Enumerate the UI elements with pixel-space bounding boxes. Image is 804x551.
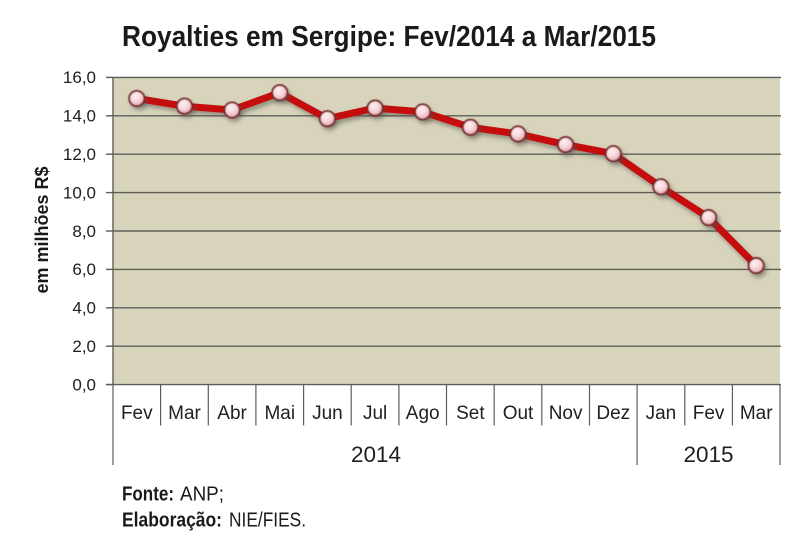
svg-text:NIE/FIES.: NIE/FIES. <box>229 510 306 532</box>
svg-text:0,0: 0,0 <box>72 375 96 394</box>
svg-text:Jan: Jan <box>646 403 677 424</box>
svg-text:Ago: Ago <box>406 403 440 424</box>
svg-text:2015: 2015 <box>683 442 733 467</box>
svg-text:14,0: 14,0 <box>63 107 96 126</box>
svg-text:Dez: Dez <box>596 403 630 424</box>
svg-text:Elaboração:: Elaboração: <box>122 510 222 532</box>
svg-text:em milhões R$: em milhões R$ <box>32 166 52 293</box>
svg-text:Fev: Fev <box>693 403 725 424</box>
svg-text:Mar: Mar <box>168 403 201 424</box>
svg-text:Jul: Jul <box>363 403 387 424</box>
svg-text:2014: 2014 <box>351 442 401 467</box>
svg-text:Jun: Jun <box>312 403 343 424</box>
svg-text:Mar: Mar <box>740 403 773 424</box>
svg-text:Set: Set <box>456 403 485 424</box>
svg-text:Mai: Mai <box>264 403 295 424</box>
svg-text:2,0: 2,0 <box>72 337 96 356</box>
svg-text:4,0: 4,0 <box>72 299 96 318</box>
svg-text:ANP;: ANP; <box>180 484 224 506</box>
svg-text:12,0: 12,0 <box>63 145 96 164</box>
svg-text:6,0: 6,0 <box>72 260 96 279</box>
svg-text:Out: Out <box>503 403 534 424</box>
svg-text:Nov: Nov <box>549 403 583 424</box>
svg-text:8,0: 8,0 <box>72 222 96 241</box>
svg-text:Royalties em Sergipe: Fev/2014: Royalties em Sergipe: Fev/2014 a Mar/201… <box>122 21 656 53</box>
svg-text:16,0: 16,0 <box>63 68 96 87</box>
svg-text:10,0: 10,0 <box>63 183 96 202</box>
svg-text:Fonte:: Fonte: <box>122 484 174 506</box>
svg-text:Abr: Abr <box>217 403 247 424</box>
svg-text:Fev: Fev <box>121 403 153 424</box>
